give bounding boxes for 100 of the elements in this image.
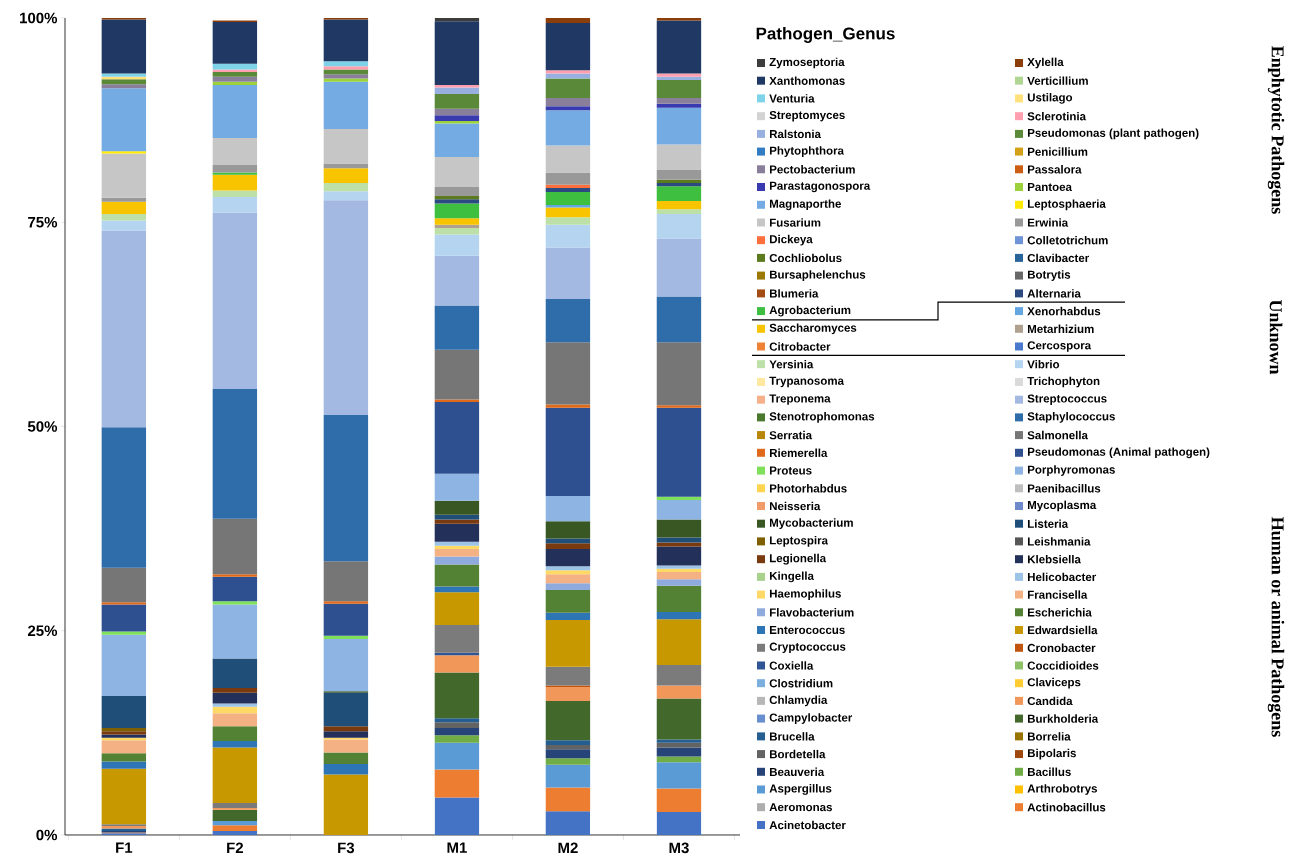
legend-label: Venturia	[769, 94, 815, 103]
legend-label: Haemophilus	[769, 589, 841, 600]
legend-label: Porphyromonas	[1027, 465, 1115, 476]
legend-label: Botrytis	[1027, 270, 1071, 281]
legend-label: Bacillus	[1027, 767, 1071, 777]
legend-label: Citrobacter	[769, 342, 831, 351]
legend-label: Acinetobacter	[769, 820, 846, 830]
legend-label: Zymoseptoria	[769, 57, 845, 69]
legend-label: Campylobacter	[769, 713, 853, 724]
legend-label: Salmonella	[1027, 430, 1088, 440]
legend-label: Mycobacterium	[769, 518, 853, 530]
legend-label: Cercospora	[1027, 341, 1092, 352]
x-tick-label: M2	[558, 842, 578, 853]
legend-label: Pectobacterium	[769, 165, 855, 174]
legend-label: Beauveria	[769, 767, 825, 777]
legend-label: Phytophthora	[769, 146, 845, 157]
legend-label: Erwinia	[1027, 218, 1069, 227]
legend-label: Cochliobolus	[769, 253, 842, 263]
legend-label: Leptospira	[769, 536, 829, 547]
legend-label: Candida	[1027, 696, 1073, 706]
legend-label: Sclerotinia	[1027, 111, 1087, 121]
legend-label: Xylella	[1027, 57, 1064, 69]
legend-label: Kingella	[769, 571, 815, 583]
legend-label: Leptosphaeria	[1027, 199, 1106, 211]
text: Enphytotic Pathogens	[1267, 46, 1285, 214]
legend-label: Pseudomonas (plant pathogen)	[1027, 128, 1199, 140]
legend-label: Bordetella	[769, 749, 826, 759]
legend-label: Clostridium	[769, 678, 833, 688]
legend-label: Treponema	[769, 394, 831, 405]
legend-label: Coccidioides	[1027, 661, 1099, 670]
legend-label: Trypanosoma	[769, 376, 845, 388]
legend-label: Pantoea	[1027, 182, 1073, 191]
legend-label: Xenorhabdus	[1027, 306, 1101, 316]
legend-label: Fusarium	[769, 218, 821, 227]
legend-label: Colletotrichum	[1027, 235, 1108, 245]
legend-label: Verticillium	[1027, 76, 1088, 85]
legend-label: Serratia	[769, 430, 813, 440]
text: Unknown	[1269, 299, 1283, 375]
text: Human or animal Pathogens	[1267, 517, 1285, 737]
legend-label: Trichophyton	[1027, 376, 1100, 388]
legend-label: Edwardsiella	[1027, 625, 1098, 635]
legend-label: Cryptococcus	[769, 642, 846, 653]
legend-label: Saccharomyces	[769, 323, 857, 335]
legend-label: Francisella	[1027, 590, 1088, 599]
legend-label: Claviceps	[1027, 677, 1081, 689]
legend-label: Passalora	[1027, 165, 1082, 174]
legend-label: Burkholderia	[1027, 714, 1099, 723]
legend-label: Dickeya	[769, 234, 813, 246]
legend-label: Aspergillus	[769, 784, 832, 795]
legend-label: Magnaporthe	[769, 199, 842, 211]
y-tick-label: 25%	[27, 625, 58, 637]
legend-label: Bursaphelenchus	[769, 270, 866, 281]
legend-label: Klebsiella	[1027, 554, 1081, 564]
x-tick-label: M1	[447, 842, 467, 853]
legend-label: Photorhabdus	[769, 484, 847, 493]
legend-label: Alternaria	[1027, 289, 1081, 298]
legend-label: Borrelia	[1027, 732, 1071, 741]
legend-title: Pathogen_Genus	[756, 27, 895, 43]
legend-label: Coxiella	[769, 661, 814, 670]
y-tick-label: 75%	[28, 216, 58, 228]
x-tick-label: F1	[116, 842, 133, 853]
legend-label: Brucella	[769, 732, 815, 741]
legend-label: Arthrobotrys	[1027, 784, 1098, 795]
x-tick-label: M3	[669, 842, 689, 854]
x-tick-label: F2	[227, 842, 244, 853]
legend-label: Ralstonia	[769, 129, 822, 139]
legend-label: Streptomyces	[769, 110, 845, 122]
legend-label: Pseudomonas (Animal pathogen)	[1027, 447, 1210, 459]
legend-label: Metarhizium	[1027, 324, 1094, 334]
legend-label: Aeromonas	[769, 803, 832, 812]
legend-label: Parastagonospora	[769, 181, 871, 193]
legend-label: Penicillium	[1027, 147, 1088, 156]
legend-label: Stenotrophomonas	[769, 412, 875, 423]
legend-label: Clavibacter	[1027, 253, 1090, 263]
legend-label: Bipolaris	[1027, 748, 1076, 760]
legend-label: Actinobacillus	[1027, 802, 1106, 812]
x-tick-label: F3	[338, 842, 355, 854]
legend-label: Escherichia	[1027, 608, 1092, 617]
legend-label: Riemerella	[769, 448, 828, 458]
y-tick-label: 100%	[20, 12, 58, 24]
legend-label: Leishmania	[1027, 537, 1091, 546]
y-tick-label: 0%	[36, 829, 58, 841]
legend-label: Xanthomonas	[769, 76, 845, 85]
legend-label: Paenibacillus	[1027, 484, 1101, 493]
y-tick-label: 50%	[27, 421, 58, 432]
legend-label: Chlamydia	[769, 695, 828, 707]
legend-label: Legionella	[769, 553, 827, 565]
legend-label: Listeria	[1027, 519, 1069, 528]
legend-label: Flavobacterium	[769, 608, 854, 617]
legend-label: Yersinia	[769, 359, 814, 369]
legend-label: Staphylococcus	[1027, 412, 1115, 423]
legend-label: Mycoplasma	[1027, 500, 1097, 512]
legend-label: Agrobacterium	[769, 305, 851, 317]
legend-label: Ustilago	[1027, 93, 1073, 104]
legend-label: Enterococcus	[769, 625, 845, 634]
legend-label: Streptococcus	[1027, 394, 1107, 405]
legend-label: Proteus	[769, 466, 812, 475]
legend-label: Neisseria	[769, 501, 821, 511]
legend-label: Blumeria	[769, 289, 819, 298]
legend-label: Helicobacter	[1027, 572, 1097, 582]
